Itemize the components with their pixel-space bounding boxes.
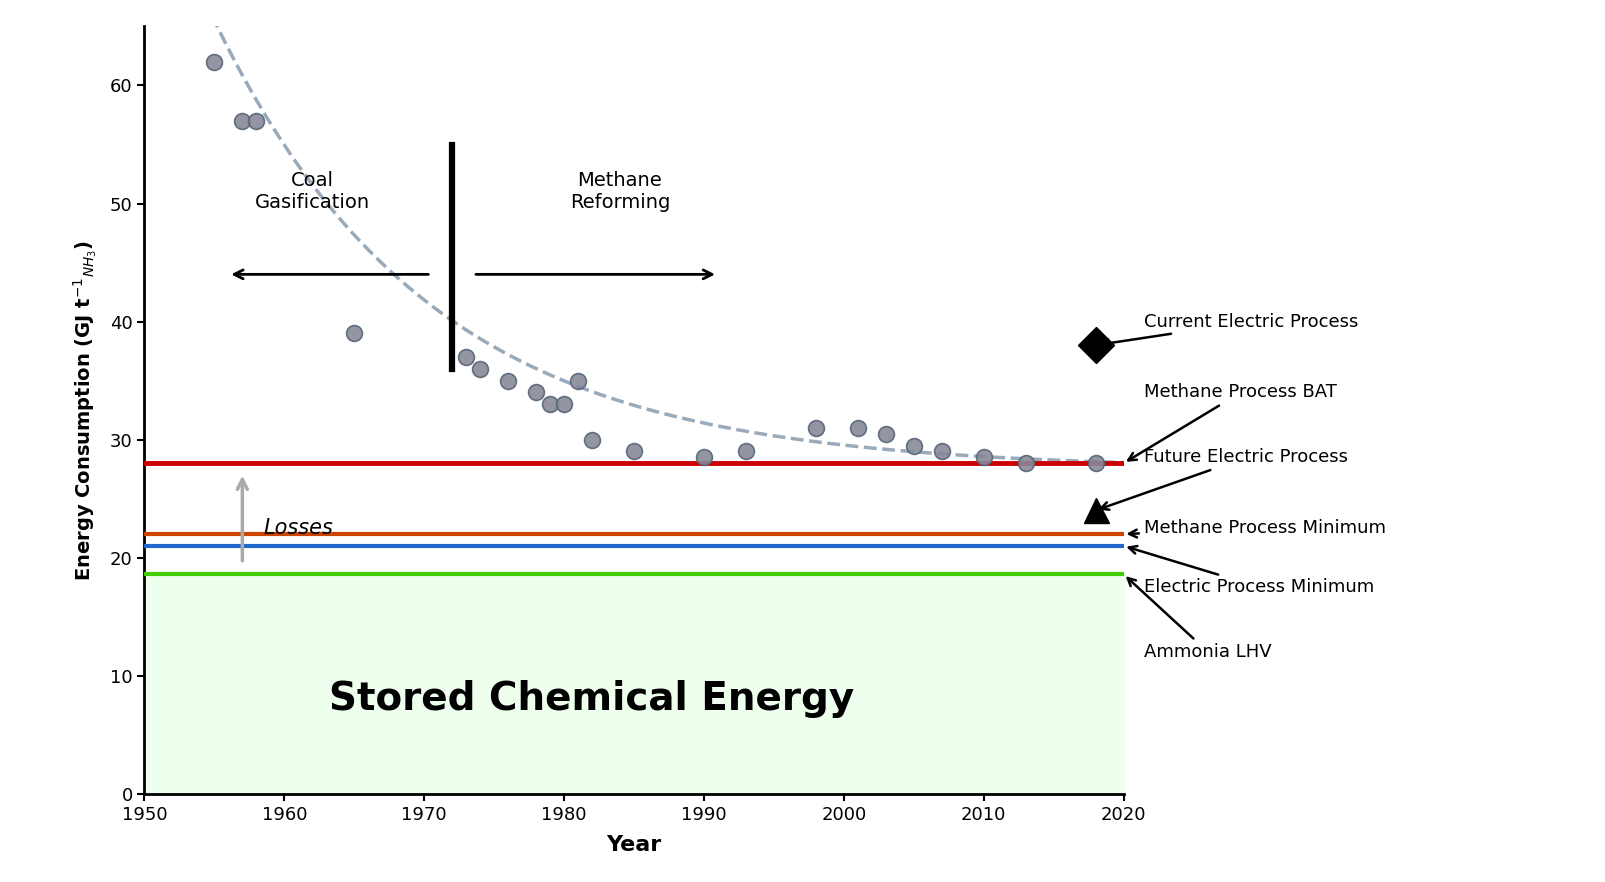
Text: Stored Chemical Energy: Stored Chemical Energy [329,680,854,718]
Point [230,114,255,128]
Text: Current Electric Process: Current Electric Process [1101,312,1359,347]
Point [496,374,522,388]
Text: Methane
Reforming: Methane Reforming [570,171,671,213]
Point [733,445,759,459]
Text: Methane Process BAT: Methane Process BAT [1128,384,1337,460]
Point [971,451,997,465]
Point [538,397,563,411]
Text: Future Electric Process: Future Electric Process [1101,448,1348,510]
X-axis label: Year: Year [607,834,661,855]
Point [929,445,955,459]
Point [1013,456,1038,470]
Point [523,385,549,400]
Point [453,350,478,364]
Point [621,445,647,459]
Text: Methane Process Minimum: Methane Process Minimum [1128,519,1387,537]
Text: Losses: Losses [263,519,334,538]
Y-axis label: Energy Consumption (GJ t$^{-1}$$_{NH_3}$): Energy Consumption (GJ t$^{-1}$$_{NH_3}$… [71,240,100,580]
Point [342,326,368,340]
Point [900,438,926,452]
Point [692,451,717,465]
Text: Electric Process Minimum: Electric Process Minimum [1128,546,1375,596]
Point [467,362,493,376]
Point [844,421,870,435]
Text: Coal
Gasification: Coal Gasification [255,171,369,213]
Point [551,397,576,411]
Point [202,55,228,69]
Text: Ammonia LHV: Ammonia LHV [1128,578,1273,662]
Point [1083,456,1109,470]
Point [579,432,605,446]
Point [244,114,270,128]
Point [873,427,899,441]
Point [565,374,591,388]
Point [802,421,828,435]
